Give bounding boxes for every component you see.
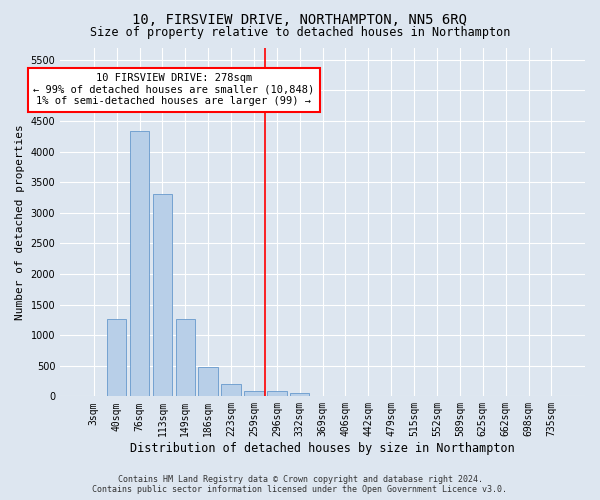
Bar [107, 318, 127, 396]
Y-axis label: Number of detached properties: Number of detached properties [15, 124, 25, 320]
Text: 10, FIRSVIEW DRIVE, NORTHAMPTON, NN5 6RQ: 10, FIRSVIEW DRIVE, NORTHAMPTON, NN5 6RQ [133, 12, 467, 26]
Text: Contains HM Land Registry data © Crown copyright and database right 2024.
Contai: Contains HM Land Registry data © Crown c… [92, 474, 508, 494]
Text: 10 FIRSVIEW DRIVE: 278sqm
← 99% of detached houses are smaller (10,848)
1% of se: 10 FIRSVIEW DRIVE: 278sqm ← 99% of detac… [33, 73, 314, 106]
Bar [267, 391, 287, 396]
X-axis label: Distribution of detached houses by size in Northampton: Distribution of detached houses by size … [130, 442, 515, 455]
Bar [176, 318, 195, 396]
Bar [130, 130, 149, 396]
Bar [152, 194, 172, 396]
Bar [221, 384, 241, 396]
Bar [244, 391, 263, 396]
Text: Size of property relative to detached houses in Northampton: Size of property relative to detached ho… [90, 26, 510, 39]
Bar [290, 393, 310, 396]
Bar [199, 367, 218, 396]
